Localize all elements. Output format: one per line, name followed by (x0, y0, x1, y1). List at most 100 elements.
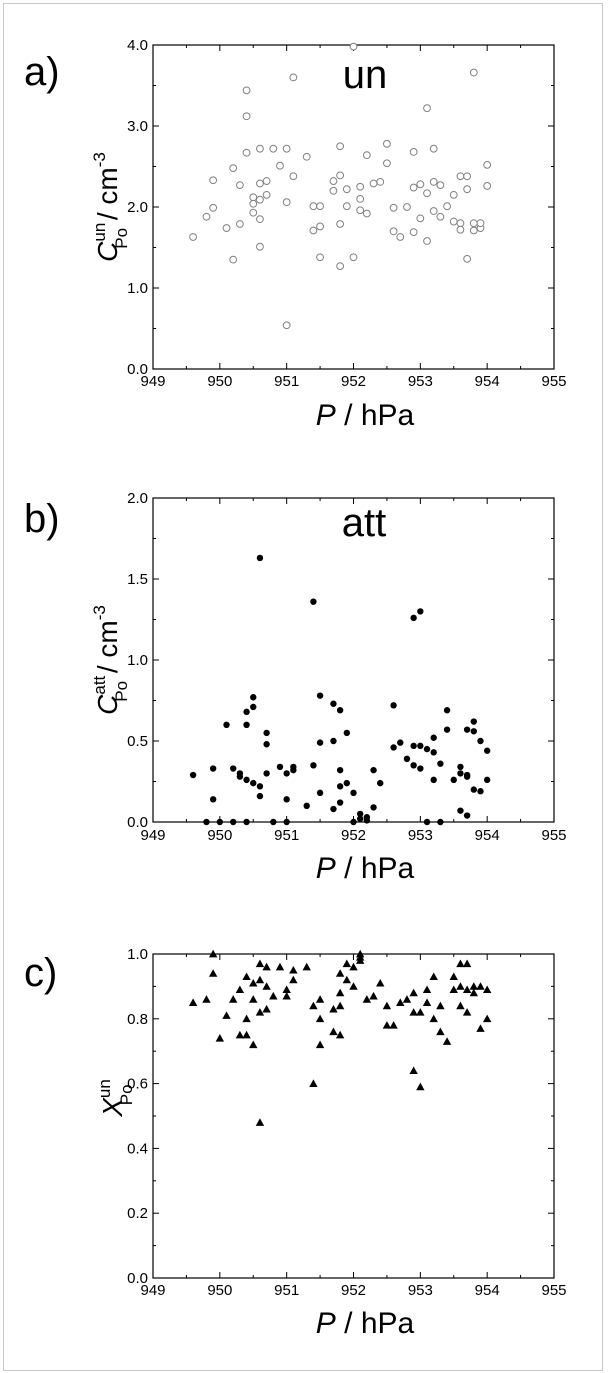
data-point (289, 172, 298, 181)
data-point (457, 763, 464, 771)
data-point (470, 786, 477, 793)
data-point (469, 988, 478, 997)
y-axis-superscript: un (95, 1079, 114, 1098)
data-point (355, 953, 365, 961)
data-point (256, 554, 264, 562)
data-point (463, 185, 472, 194)
data-point (209, 203, 218, 212)
data-point (330, 805, 337, 813)
data-point (256, 783, 264, 790)
data-point (282, 321, 291, 330)
data-point (256, 792, 264, 800)
data-point (469, 219, 478, 228)
data-point (189, 771, 197, 779)
data-point (242, 972, 251, 981)
data-point (457, 807, 464, 814)
data-point (423, 237, 431, 245)
data-point (349, 962, 358, 971)
data-point (203, 818, 210, 826)
data-point (316, 202, 324, 211)
data-point (336, 142, 345, 151)
data-point (263, 729, 270, 737)
data-point (356, 182, 365, 191)
data-point (463, 254, 472, 263)
data-point (262, 177, 271, 185)
data-point (482, 985, 492, 993)
panel-title: un (343, 53, 388, 97)
data-point (282, 144, 291, 153)
data-point (282, 985, 291, 993)
data-point (409, 1008, 418, 1016)
data-point (469, 68, 478, 77)
data-point (482, 1014, 492, 1023)
data-point (282, 991, 291, 1000)
data-point (235, 985, 245, 993)
y-axis-unit-exponent: -3 (90, 605, 109, 620)
data-point (429, 972, 438, 981)
data-point (249, 193, 258, 202)
data-point (209, 796, 217, 803)
data-point (222, 224, 231, 232)
y-axis-label: Catt Po / cm-3 (90, 605, 131, 715)
data-point (402, 995, 412, 1003)
data-point (256, 242, 264, 251)
x-tick-label: 953 (408, 373, 433, 390)
data-point (242, 1014, 251, 1023)
x-tick-label: 955 (541, 1282, 566, 1299)
y-tick-label: 0.0 (127, 814, 148, 831)
data-point (430, 734, 437, 741)
data-point (443, 707, 451, 714)
data-point (343, 779, 351, 787)
data-point (242, 112, 251, 121)
data-point (382, 1021, 392, 1029)
y-axis-subscript: Po (117, 1084, 136, 1105)
data-point (262, 982, 271, 990)
data-point (483, 747, 491, 754)
data-point (483, 182, 492, 190)
y-axis-label: Cun Po / cm-3 (90, 152, 131, 262)
data-point (270, 818, 277, 826)
data-point (262, 190, 271, 199)
data-point (483, 776, 491, 784)
data-point (243, 776, 250, 784)
data-point (470, 718, 477, 725)
y-tick-label: 0.0 (127, 1270, 148, 1287)
data-point (396, 233, 405, 241)
data-point (356, 195, 365, 203)
data-point (255, 975, 265, 984)
x-tick-label: 954 (475, 373, 500, 390)
x-axis-unit: / hPa (336, 852, 415, 885)
y-tick-label: 0.8 (127, 1011, 148, 1028)
data-point (276, 161, 284, 170)
data-point (269, 144, 278, 153)
data-point (189, 233, 198, 241)
data-point (456, 172, 465, 181)
data-point (422, 998, 432, 1006)
data-point (330, 700, 337, 707)
x-axis-variable: P (316, 852, 336, 885)
data-point (457, 770, 464, 777)
data-point (336, 220, 345, 228)
data-point (370, 804, 377, 811)
data-point (335, 969, 345, 977)
data-point (275, 962, 285, 971)
data-point (416, 214, 425, 223)
data-point (263, 741, 270, 748)
x-tick-label: 951 (274, 1282, 299, 1299)
data-point (383, 139, 391, 148)
y-tick-label: 0.2 (127, 1205, 148, 1222)
x-axis-unit: / hPa (336, 1307, 415, 1340)
data-point (390, 702, 397, 709)
data-point (437, 760, 444, 767)
y-tick-label: 0.6 (127, 1076, 148, 1093)
data-point (443, 202, 451, 211)
plot-area (152, 497, 555, 823)
data-point (283, 796, 290, 803)
data-point (409, 228, 418, 237)
data-point (350, 818, 357, 826)
data-point (256, 144, 264, 153)
x-tick-label: 953 (408, 827, 433, 844)
data-point (396, 998, 405, 1006)
data-point (316, 789, 324, 797)
y-tick-label: 0.4 (127, 1140, 148, 1157)
